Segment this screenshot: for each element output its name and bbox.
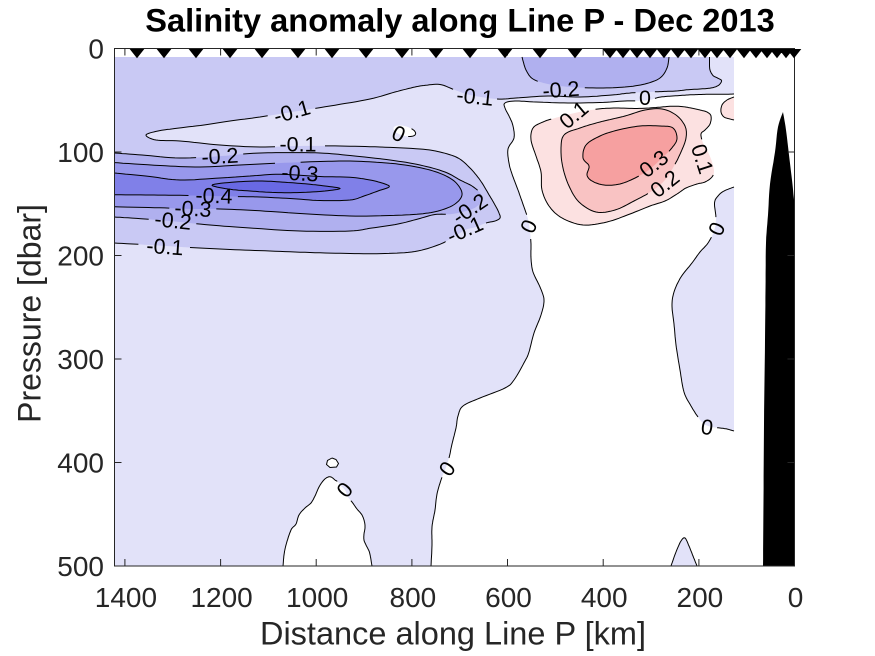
svg-text:200: 200 (677, 582, 724, 613)
svg-text:Salinity anomaly along Line P: Salinity anomaly along Line P - Dec 2013 (145, 1, 774, 38)
svg-text:-0.1: -0.1 (455, 83, 494, 111)
svg-text:500: 500 (57, 551, 104, 582)
svg-text:800: 800 (390, 582, 437, 613)
svg-text:200: 200 (57, 241, 104, 272)
svg-text:Pressure [dbar]: Pressure [dbar] (12, 204, 48, 423)
svg-text:100: 100 (57, 137, 104, 168)
svg-text:0: 0 (639, 86, 651, 110)
svg-text:-0.1: -0.1 (146, 234, 185, 261)
svg-text:-0.2: -0.2 (153, 207, 192, 235)
svg-text:Distance along Line P [km]: Distance along Line P [km] (260, 616, 646, 652)
svg-text:-0.3: -0.3 (281, 161, 319, 187)
svg-text:1400: 1400 (95, 582, 157, 613)
svg-text:1000: 1000 (286, 582, 348, 613)
svg-text:1200: 1200 (190, 582, 252, 613)
svg-text:400: 400 (57, 448, 104, 479)
svg-text:0: 0 (88, 34, 104, 65)
svg-text:-0.2: -0.2 (542, 77, 581, 104)
svg-text:-0.3: -0.3 (174, 196, 212, 222)
svg-text:300: 300 (57, 344, 104, 375)
svg-text:0: 0 (788, 582, 804, 613)
svg-text:-0.2: -0.2 (201, 144, 239, 170)
svg-text:600: 600 (485, 582, 532, 613)
svg-text:-0.4: -0.4 (195, 183, 233, 208)
svg-text:-0.1: -0.1 (279, 133, 316, 157)
svg-text:0: 0 (699, 415, 714, 440)
svg-text:400: 400 (581, 582, 628, 613)
